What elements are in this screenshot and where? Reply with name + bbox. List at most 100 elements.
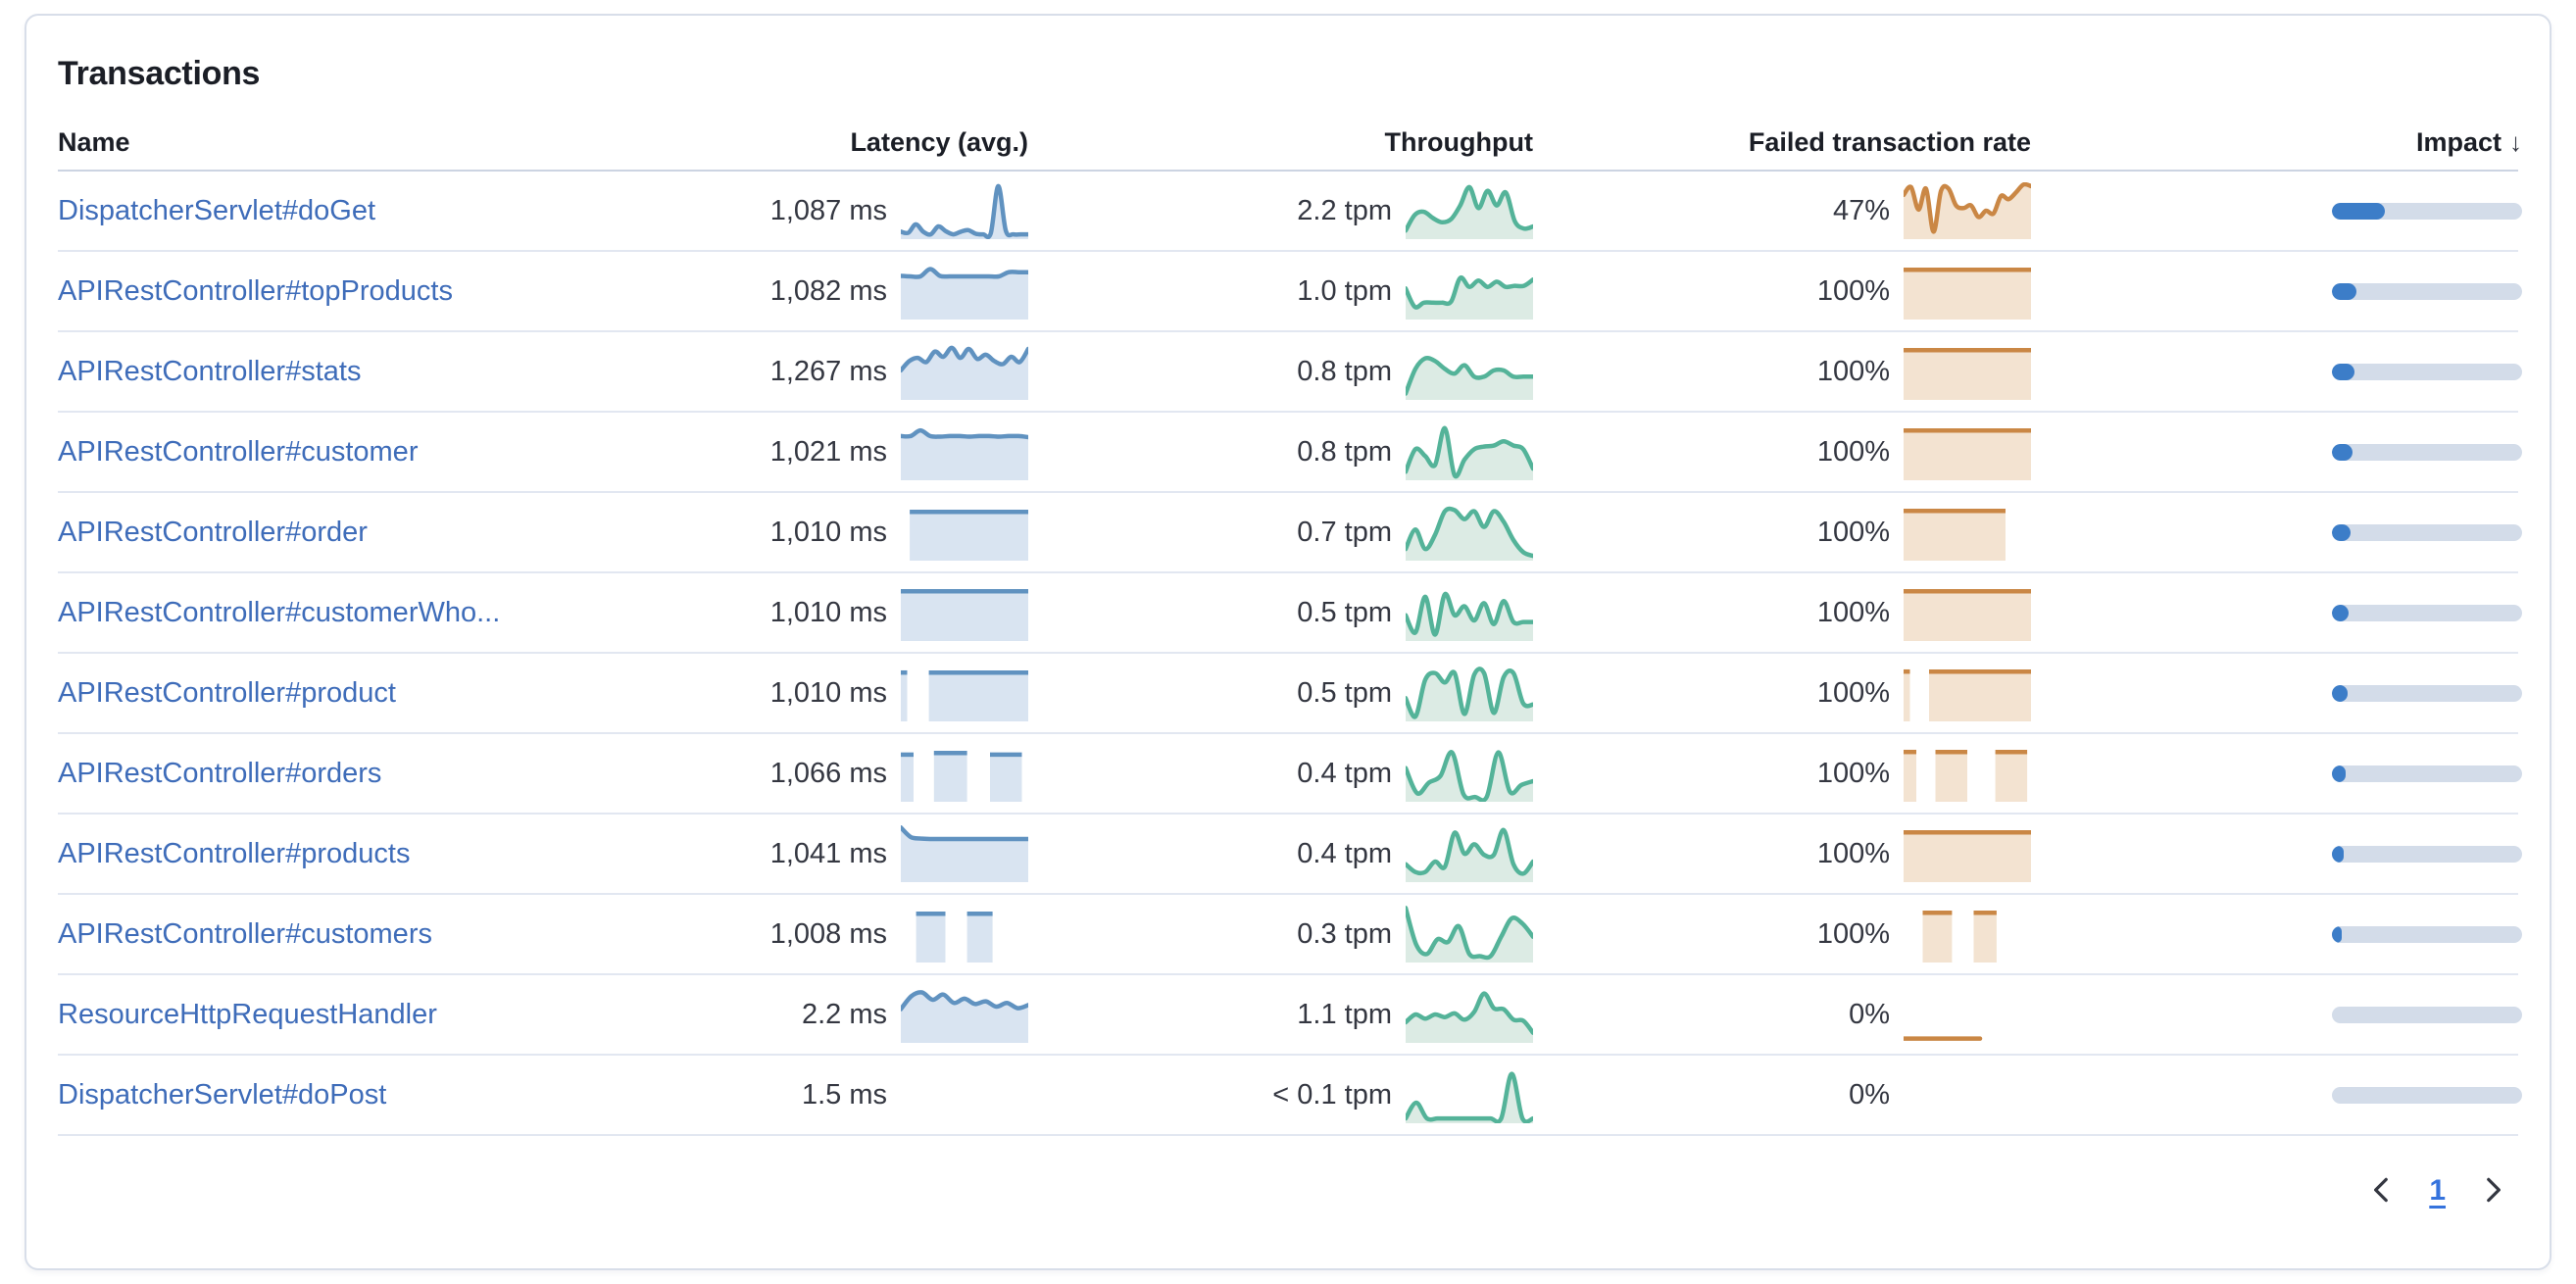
name-cell: APIRestController#topProducts (58, 275, 695, 308)
transaction-name-link[interactable]: APIRestController#order (58, 516, 368, 548)
column-header-failed-rate[interactable]: Failed transaction rate (1748, 126, 2031, 157)
latency-sparkline (901, 423, 1028, 480)
failed-rate-value: 100% (1816, 355, 1890, 387)
transaction-name-link[interactable]: DispatcherServlet#doPost (58, 1078, 387, 1111)
failed-rate-cell: 100% (1533, 343, 2031, 400)
throughput-sparkline (1406, 504, 1533, 561)
column-header-throughput[interactable]: Throughput (1384, 126, 1533, 157)
impact-bar-fill (2332, 925, 2342, 943)
impact-bar (2332, 845, 2522, 863)
latency-sparkline (901, 584, 1028, 641)
impact-bar (2332, 925, 2522, 943)
latency-value: 1,041 ms (769, 837, 887, 869)
throughput-cell: 0.8 tpm (1028, 423, 1533, 480)
throughput-sparkline (1406, 423, 1533, 480)
failed-rate-cell: 100% (1533, 825, 2031, 882)
latency-sparkline (901, 906, 1028, 963)
failed-rate-sparkline (1904, 825, 2031, 882)
throughput-cell: 0.7 tpm (1028, 504, 1533, 561)
transaction-name-link[interactable]: APIRestController#product (58, 676, 396, 709)
transaction-name-link[interactable]: APIRestController#customer (58, 435, 419, 468)
latency-sparkline (901, 745, 1028, 802)
transaction-name-link[interactable]: ResourceHttpRequestHandler (58, 998, 437, 1030)
impact-bar-fill (2332, 684, 2348, 702)
failed-rate-value: 100% (1816, 596, 1890, 628)
table-row: APIRestController#products 1,041 ms 0.4 … (58, 815, 2522, 895)
page-1-button[interactable]: 1 (2429, 1174, 2446, 1207)
name-cell: APIRestController#product (58, 677, 695, 710)
transaction-name-link[interactable]: APIRestController#customerWho... (58, 596, 501, 628)
failed-rate-cell: 100% (1533, 745, 2031, 802)
throughput-cell: 0.4 tpm (1028, 825, 1533, 882)
impact-bar (2332, 1006, 2522, 1023)
name-cell: APIRestController#products (58, 838, 695, 870)
latency-cell: 1,041 ms (695, 825, 1028, 882)
latency-sparkline (901, 504, 1028, 561)
transaction-name-link[interactable]: APIRestController#stats (58, 355, 362, 387)
throughput-value: 1.0 tpm (1297, 274, 1392, 307)
table-row: APIRestController#customerWho... 1,010 m… (58, 573, 2522, 654)
impact-cell (2031, 202, 2522, 220)
throughput-sparkline (1406, 263, 1533, 320)
impact-cell (2031, 845, 2522, 863)
impact-bar-fill (2332, 765, 2346, 782)
impact-bar (2332, 282, 2522, 300)
impact-bar-fill (2332, 604, 2350, 621)
panel-title: Transactions (58, 55, 261, 92)
column-header-impact[interactable]: Impact ↓ (2415, 126, 2522, 157)
failed-rate-cell: 100% (1533, 665, 2031, 721)
latency-sparkline (901, 665, 1028, 721)
latency-sparkline (901, 182, 1028, 239)
failed-rate-value: 100% (1816, 274, 1890, 307)
latency-cell: 1.5 ms (695, 1066, 1028, 1123)
latency-cell: 1,010 ms (695, 504, 1028, 561)
throughput-value: 0.4 tpm (1297, 837, 1392, 869)
throughput-cell: < 0.1 tpm (1028, 1066, 1533, 1123)
failed-rate-cell: 100% (1533, 906, 2031, 963)
latency-cell: 1,010 ms (695, 584, 1028, 641)
throughput-value: 0.3 tpm (1297, 917, 1392, 950)
column-header-latency[interactable]: Latency (avg.) (850, 126, 1028, 157)
impact-cell (2031, 282, 2522, 300)
latency-cell: 1,066 ms (695, 745, 1028, 802)
table-row: APIRestController#product 1,010 ms 0.5 t… (58, 654, 2522, 734)
failed-rate-sparkline (1904, 423, 2031, 480)
latency-value: 1,066 ms (769, 757, 887, 789)
transaction-name-link[interactable]: APIRestController#customers (58, 917, 432, 950)
throughput-value: 0.8 tpm (1297, 435, 1392, 468)
latency-value: 1.5 ms (801, 1078, 887, 1111)
name-cell: APIRestController#customers (58, 918, 695, 951)
failed-rate-cell: 100% (1533, 504, 2031, 561)
impact-bar-fill (2332, 363, 2355, 380)
throughput-cell: 0.5 tpm (1028, 665, 1533, 721)
throughput-sparkline (1406, 745, 1533, 802)
failed-rate-cell: 0% (1533, 1066, 2031, 1123)
throughput-value: 0.7 tpm (1297, 516, 1392, 548)
transaction-name-link[interactable]: APIRestController#products (58, 837, 411, 869)
latency-cell: 1,010 ms (695, 665, 1028, 721)
impact-bar (2332, 363, 2522, 380)
transaction-name-link[interactable]: APIRestController#orders (58, 757, 382, 789)
latency-cell: 1,021 ms (695, 423, 1028, 480)
impact-cell (2031, 363, 2522, 380)
throughput-sparkline (1406, 1066, 1533, 1123)
failed-rate-value: 100% (1816, 757, 1890, 789)
name-cell: DispatcherServlet#doGet (58, 195, 695, 227)
failed-rate-sparkline (1904, 1066, 2031, 1123)
throughput-value: 1.1 tpm (1297, 998, 1392, 1030)
latency-value: 1,087 ms (769, 194, 887, 226)
failed-rate-sparkline (1904, 182, 2031, 239)
throughput-sparkline (1406, 906, 1533, 963)
impact-bar-fill (2332, 443, 2353, 461)
throughput-cell: 0.5 tpm (1028, 584, 1533, 641)
prev-page-button[interactable] (2356, 1165, 2407, 1216)
impact-bar-fill (2332, 523, 2352, 541)
impact-bar (2332, 604, 2522, 621)
failed-rate-sparkline (1904, 906, 2031, 963)
pagination: 1 (58, 1165, 2518, 1216)
transaction-name-link[interactable]: DispatcherServlet#doGet (58, 194, 375, 226)
impact-cell (2031, 925, 2522, 943)
transaction-name-link[interactable]: APIRestController#topProducts (58, 274, 453, 307)
throughput-sparkline (1406, 825, 1533, 882)
next-page-button[interactable] (2467, 1165, 2518, 1216)
